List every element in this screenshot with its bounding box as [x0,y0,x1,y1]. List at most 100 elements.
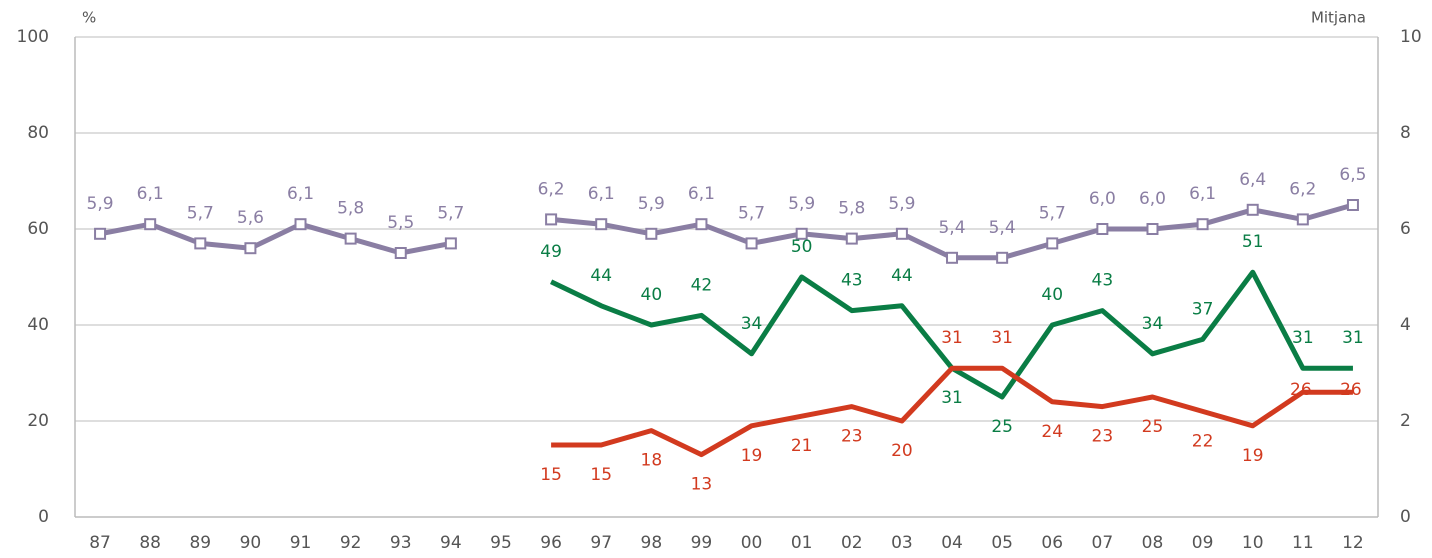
point-marker [344,232,357,245]
data-label: 6,1 [1189,184,1216,204]
y2-tick-label: 10 [1400,27,1422,47]
data-label: 26 [1290,380,1312,400]
data-label: 5,8 [838,199,865,219]
y-tick-label: 20 [27,411,49,431]
y2-tick-label: 6 [1400,219,1411,239]
point-marker [1146,223,1159,235]
data-label: 13 [691,475,713,495]
point-marker [645,227,658,240]
point-marker [394,247,407,259]
data-label: 5,9 [638,194,665,214]
data-label: 44 [891,266,913,286]
x-tick-label: 01 [791,533,813,553]
data-label: 5,7 [1039,203,1066,223]
data-label: 34 [1142,314,1164,334]
x-tick-label: 90 [240,533,262,553]
point-marker [845,232,858,245]
data-label: 6,1 [588,184,615,204]
point-marker [1046,237,1059,250]
y2-axis-label: Mitjana [1311,9,1366,27]
x-tick-label: 00 [741,533,763,553]
data-label: 6,0 [1089,189,1116,209]
data-label: 5,5 [387,213,414,233]
x-tick-label: 12 [1342,533,1364,553]
data-label: 5,9 [87,194,114,214]
data-label: 43 [1092,271,1114,291]
data-label: 23 [841,427,863,447]
x-tick-label: 92 [340,533,362,553]
data-label: 5,4 [938,218,965,238]
x-tick-label: 98 [641,533,663,553]
data-label: 6,1 [137,184,164,204]
point-marker [1296,213,1309,226]
x-tick-label: 88 [139,533,161,553]
x-tick-label: 05 [991,533,1013,553]
data-label: 19 [741,446,763,466]
data-label: 31 [941,328,963,348]
data-label: 5,8 [337,199,364,219]
data-label: 34 [741,314,763,334]
point-marker [194,237,207,250]
x-tick-label: 10 [1242,533,1264,553]
data-label: 6,1 [688,184,715,204]
x-tick-label: 87 [89,533,111,553]
data-label: 31 [1292,328,1314,348]
point-marker [946,251,959,264]
data-label: 19 [1242,446,1264,466]
y2-tick-label: 0 [1400,507,1411,527]
point-marker [795,227,808,240]
data-label: 5,9 [888,194,915,214]
data-label: 25 [991,417,1013,437]
point-marker [545,213,558,226]
data-label: 44 [590,266,612,286]
point-marker [1246,203,1259,216]
data-label: 15 [540,465,562,485]
point-marker [144,218,157,231]
x-tick-label: 09 [1192,533,1214,553]
point-marker [444,237,457,250]
data-label: 49 [540,242,562,262]
data-label: 5,7 [738,203,765,223]
data-label: 5,7 [187,203,214,223]
data-label: 5,7 [437,203,464,223]
data-label: 20 [891,441,913,461]
x-tick-label: 96 [540,533,562,553]
data-label: 21 [791,436,813,456]
point-marker [1096,223,1109,235]
point-marker [996,251,1009,264]
data-label: 23 [1092,427,1114,447]
y-tick-label: 60 [27,219,49,239]
x-tick-label: 06 [1041,533,1063,553]
y-axis-label: % [82,9,96,27]
data-label: 40 [1041,285,1063,305]
point-marker [745,237,758,250]
data-label: 51 [1242,232,1264,252]
x-tick-label: 11 [1292,533,1314,553]
series-line [99,202,1354,261]
point-marker [695,218,708,231]
point-marker [94,227,107,240]
data-label: 15 [590,465,612,485]
y-tick-label: 100 [17,27,49,47]
point-marker [895,227,908,240]
data-label: 5,6 [237,208,264,228]
y-tick-label: 80 [27,123,49,143]
point-marker [1196,218,1209,231]
x-tick-label: 04 [941,533,963,553]
data-label: 25 [1142,417,1164,437]
data-label: 24 [1041,422,1063,442]
x-tick-label: 93 [390,533,412,553]
data-label: 6,5 [1339,165,1366,185]
x-tick-label: 89 [189,533,211,553]
y-tick-label: 40 [27,315,49,335]
series-line [551,365,1353,458]
data-label: 6,2 [538,179,565,199]
data-label: 50 [791,237,813,257]
data-label: 37 [1192,299,1214,319]
x-tick-label: 08 [1142,533,1164,553]
data-label: 6,1 [287,184,314,204]
x-tick-label: 99 [691,533,713,553]
data-label: 18 [641,451,663,471]
x-tick-label: 07 [1092,533,1114,553]
point-marker [595,218,608,231]
